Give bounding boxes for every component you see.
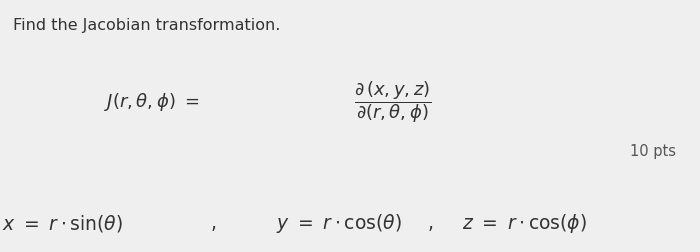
Text: $x \ = \ r \cdot \sin(\theta)$: $x \ = \ r \cdot \sin(\theta)$ [2,212,123,234]
Text: Find the Jacobian transformation.: Find the Jacobian transformation. [13,18,280,33]
Text: $,$: $,$ [428,213,433,233]
Text: $,$: $,$ [211,213,216,233]
Text: $z \ = \ r \cdot \cos(\phi)$: $z \ = \ r \cdot \cos(\phi)$ [462,212,587,234]
Text: 10 pts: 10 pts [629,144,676,159]
Text: $J(r, \theta, \phi) \ = \ $: $J(r, \theta, \phi) \ = \ $ [104,91,200,113]
Text: $y \ = \ r \cdot \cos(\theta)$: $y \ = \ r \cdot \cos(\theta)$ [276,212,402,234]
Text: $\dfrac{\partial\,(x, y, z)}{\partial(r, \theta, \phi)}$: $\dfrac{\partial\,(x, y, z)}{\partial(r,… [354,79,431,125]
